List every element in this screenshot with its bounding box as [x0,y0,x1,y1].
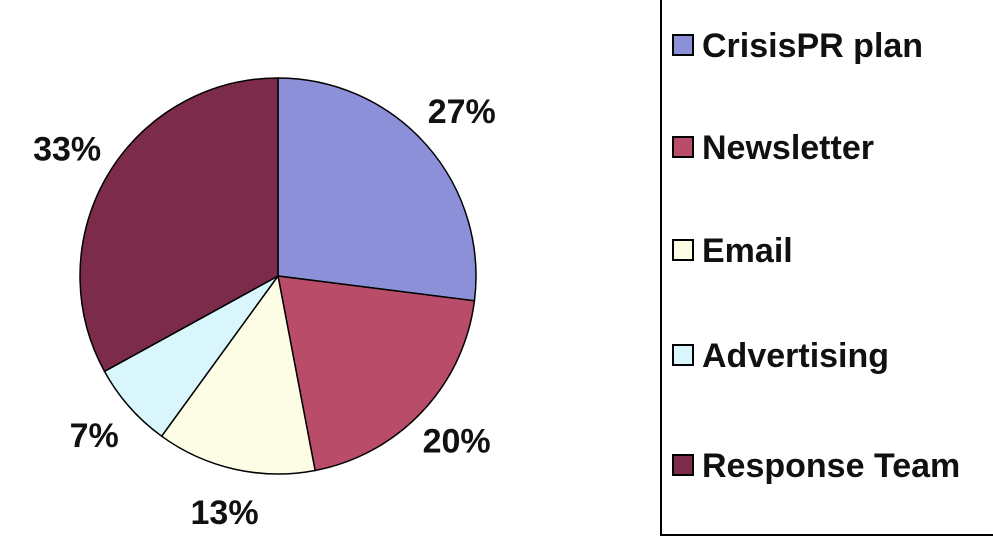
legend-item: Newsletter [672,126,874,170]
legend-label: Response Team [702,447,961,485]
legend-label: Advertising [702,337,890,375]
pie-slice [160,274,316,475]
legend-item: Email [672,229,793,273]
legend-label: CrisisPR plan [702,27,924,65]
legend-swatch [672,344,694,366]
data-label: 27% [428,93,496,131]
legend-item: CrisisPR plan [672,24,923,68]
legend-label: Newsletter [702,129,874,167]
legend-item: Advertising [672,334,889,378]
data-label: 20% [423,423,491,461]
data-label: 7% [70,417,119,455]
legend-label: Email [702,232,793,270]
legend: CrisisPR plan Newsletter Email Advertising R… [660,0,993,536]
pie-slice [277,275,476,472]
data-label: 13% [191,494,259,532]
chart: 27% 20% 13% 7% 33% [33,77,496,532]
legend-swatch [672,34,694,56]
pie-slice [277,77,477,302]
data-label: 33% [33,130,101,168]
legend-swatch [672,239,694,261]
legend-item: Response Team [672,444,960,488]
pie-slice [79,77,279,373]
legend-swatch [672,454,694,476]
legend-swatch [672,136,694,158]
